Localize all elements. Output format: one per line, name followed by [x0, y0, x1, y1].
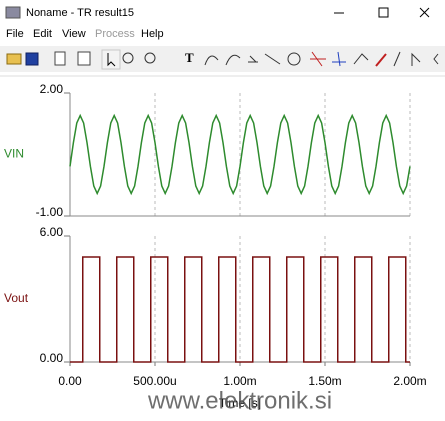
menu-item[interactable]: Help — [141, 28, 164, 40]
y-tick-label: 0.00 — [40, 351, 64, 365]
tool-icon[interactable] — [375, 53, 387, 67]
zoom-all-icon[interactable] — [144, 52, 156, 64]
tool-icon[interactable] — [353, 53, 369, 65]
x-tick-label: 1.00m — [223, 374, 256, 388]
tool-icon[interactable] — [393, 51, 401, 67]
save-icon[interactable] — [25, 52, 39, 66]
x-tick-label: 2.00m — [393, 374, 426, 388]
line-tool[interactable] — [264, 53, 281, 65]
open-icon[interactable] — [6, 53, 22, 65]
app-icon — [5, 6, 21, 19]
y-tick-label: 2.00 — [40, 82, 64, 96]
text-tool[interactable]: T — [185, 50, 194, 65]
x-axis-label: Time [s] — [219, 396, 261, 410]
x-tick-label: 1.50m — [308, 374, 341, 388]
copy-icon[interactable] — [54, 51, 66, 66]
tool-icon[interactable] — [248, 55, 258, 63]
zoom-icon[interactable] — [122, 52, 134, 64]
close-button[interactable] — [419, 7, 430, 18]
y-axis-label: Vout — [4, 291, 29, 305]
y-tick-label: 6.00 — [40, 225, 64, 239]
arrow-icon — [107, 53, 116, 67]
signal-line — [70, 256, 410, 363]
x-tick-label: 500.00u — [133, 374, 176, 388]
tool-icon[interactable] — [411, 52, 421, 66]
toolbar: T — [0, 46, 445, 72]
menu-item[interactable]: Process — [95, 28, 135, 40]
select-tool[interactable] — [101, 49, 121, 70]
watermark: www.elektronik.si — [147, 387, 332, 414]
tool-icon[interactable] — [225, 54, 241, 66]
scroll-icon[interactable] — [433, 53, 439, 65]
cursor-tool[interactable] — [310, 51, 326, 67]
tool-icon[interactable] — [204, 55, 219, 66]
window-title: Noname - TR result15 — [26, 7, 134, 19]
signal-line — [69, 113, 411, 196]
maximize-button[interactable] — [378, 7, 389, 18]
menu-item[interactable]: File — [6, 28, 24, 40]
menu-item[interactable]: Edit — [33, 28, 52, 40]
menu-item[interactable]: View — [62, 28, 86, 40]
toolbar-bg — [0, 46, 445, 72]
x-tick-label: 0.00 — [58, 374, 82, 388]
ellipse-tool[interactable] — [287, 52, 301, 66]
y-tick-label: -1.00 — [36, 205, 64, 219]
y-axis-label: VIN — [4, 147, 24, 161]
cursor-tool[interactable] — [332, 51, 346, 67]
paste-icon[interactable] — [77, 51, 91, 66]
